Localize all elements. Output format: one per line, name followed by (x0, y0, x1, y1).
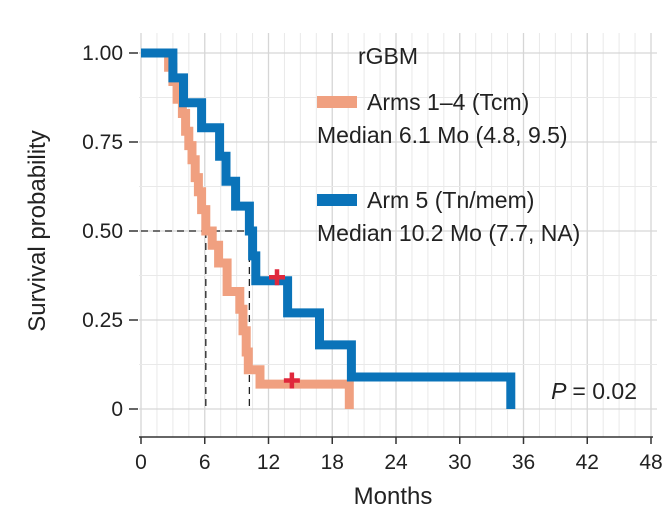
y-tick-label: 0 (111, 398, 123, 421)
legend: rGBM Arms 1–4 (Tcm) Median 6.1 Mo (4.8, … (317, 43, 580, 246)
legend-median-arm-5: Median 10.2 Mo (7.7, NA) (317, 220, 580, 246)
y-tick-label: 0.50 (82, 220, 123, 243)
axes (129, 52, 653, 444)
legend-swatch-arm-5 (317, 194, 357, 206)
legend-label-arm-5: Arm 5 (Tn/mem) (367, 187, 534, 213)
svg-text:P= 0.02: P = 0.02 (551, 378, 637, 404)
censor-mark-2 (269, 269, 285, 286)
median-reference-lines (141, 230, 251, 409)
survival-curves (141, 48, 516, 409)
legend-label-arms-1-4: Arms 1–4 (Tcm) (367, 89, 529, 115)
x-tick-label: 12 (257, 451, 280, 474)
censor-marks (269, 269, 300, 389)
survival-curve-2 (141, 48, 516, 409)
x-tick-label: 36 (512, 451, 535, 474)
x-tick-label: 24 (384, 451, 408, 474)
tick-labels: 0 6 12 18 24 30 36 42 48 0 0.25 0.50 0.75 1.00 (82, 42, 663, 474)
legend-title: rGBM (358, 43, 418, 69)
x-tick-label: 6 (199, 451, 211, 474)
p-value-text: = 0.02 (572, 378, 637, 404)
legend-swatch-arms-1-4 (317, 96, 357, 108)
x-tick-label: 30 (448, 451, 471, 474)
p-value-annotation: P = 0.02 (551, 378, 637, 404)
x-tick-label: 48 (639, 451, 662, 474)
x-tick-label: 0 (135, 451, 147, 474)
y-tick-label: 1.00 (82, 42, 123, 65)
x-tick-label: 18 (321, 451, 344, 474)
legend-median-arms-1-4: Median 6.1 Mo (4.8, 9.5) (317, 122, 568, 148)
y-tick-label: 0.75 (82, 131, 123, 154)
y-tick-label: 0.25 (82, 309, 123, 332)
y-axis-title: Survival probability (24, 130, 51, 331)
x-tick-label: 42 (576, 451, 599, 474)
p-value-symbol: P (551, 378, 567, 404)
censor-mark-1 (283, 372, 300, 389)
x-axis-title: Months (354, 483, 433, 506)
